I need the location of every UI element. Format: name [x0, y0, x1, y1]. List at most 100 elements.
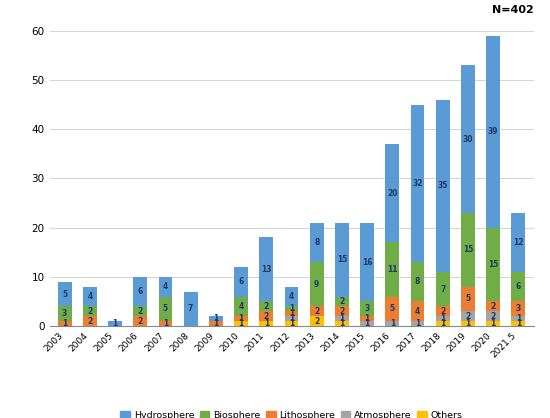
- Text: 2: 2: [87, 307, 92, 316]
- Text: 15: 15: [463, 245, 473, 254]
- Text: 20: 20: [387, 189, 398, 198]
- Text: 7: 7: [188, 304, 194, 314]
- Text: 1: 1: [289, 304, 294, 314]
- Text: 1: 1: [516, 319, 521, 328]
- Bar: [133, 306, 147, 316]
- Bar: [486, 321, 500, 326]
- Bar: [411, 321, 425, 326]
- Bar: [310, 316, 323, 326]
- Text: 2: 2: [339, 307, 344, 316]
- Text: 1: 1: [239, 319, 244, 328]
- Text: 7: 7: [440, 285, 446, 293]
- Bar: [512, 321, 525, 326]
- Text: 2: 2: [263, 302, 269, 311]
- Text: 2: 2: [314, 307, 320, 316]
- Text: 1: 1: [516, 314, 521, 323]
- Text: 3: 3: [516, 304, 521, 314]
- Bar: [284, 311, 299, 316]
- Text: 4: 4: [415, 307, 420, 316]
- Text: 1: 1: [440, 314, 446, 323]
- Text: 1: 1: [163, 319, 168, 328]
- Text: 5: 5: [390, 304, 395, 314]
- Bar: [436, 306, 450, 316]
- Bar: [260, 321, 273, 326]
- Text: 6: 6: [516, 282, 521, 291]
- Bar: [386, 296, 399, 321]
- Text: 35: 35: [438, 181, 448, 190]
- Bar: [386, 144, 399, 242]
- Text: 30: 30: [463, 135, 473, 143]
- Text: 1: 1: [339, 314, 344, 323]
- Bar: [58, 306, 72, 321]
- Bar: [335, 321, 349, 326]
- Bar: [436, 272, 450, 306]
- Text: 5: 5: [62, 290, 67, 298]
- Bar: [284, 306, 299, 311]
- Bar: [58, 282, 72, 306]
- Text: 8: 8: [415, 277, 420, 286]
- Bar: [133, 316, 147, 326]
- Bar: [512, 316, 525, 321]
- Text: 6: 6: [138, 287, 143, 296]
- Text: 2: 2: [138, 316, 143, 326]
- Text: 1: 1: [465, 319, 471, 328]
- Bar: [512, 272, 525, 301]
- Bar: [83, 306, 97, 316]
- Text: 2: 2: [314, 316, 320, 326]
- Text: 1: 1: [415, 319, 420, 328]
- Text: 1: 1: [62, 319, 67, 328]
- Bar: [260, 301, 273, 311]
- Bar: [158, 277, 172, 296]
- Text: 1: 1: [263, 319, 269, 328]
- Bar: [260, 311, 273, 321]
- Bar: [360, 223, 374, 301]
- Text: 15: 15: [337, 255, 347, 264]
- Text: 32: 32: [412, 179, 423, 188]
- Text: 4: 4: [239, 302, 244, 311]
- Text: 9: 9: [314, 280, 320, 289]
- Bar: [411, 262, 425, 301]
- Text: 1: 1: [365, 314, 370, 323]
- Bar: [260, 237, 273, 301]
- Bar: [386, 321, 399, 326]
- Text: 2: 2: [339, 297, 344, 306]
- Text: 1: 1: [112, 319, 118, 328]
- Text: 3: 3: [365, 304, 370, 314]
- Text: 2: 2: [491, 302, 496, 311]
- Bar: [386, 242, 399, 296]
- Text: 5: 5: [163, 304, 168, 314]
- Bar: [335, 306, 349, 316]
- Text: 2: 2: [491, 312, 496, 321]
- Text: 1: 1: [491, 319, 496, 328]
- Bar: [486, 36, 500, 228]
- Text: N=402: N=402: [492, 5, 534, 15]
- Bar: [461, 311, 475, 321]
- Bar: [234, 321, 248, 326]
- Text: 1: 1: [440, 319, 446, 328]
- Text: 8: 8: [314, 238, 320, 247]
- Bar: [284, 321, 299, 326]
- Bar: [310, 223, 323, 262]
- Text: 11: 11: [387, 265, 398, 274]
- Bar: [310, 306, 323, 316]
- Text: 3: 3: [62, 309, 67, 318]
- Text: 4: 4: [87, 292, 92, 301]
- Text: 1: 1: [289, 314, 294, 323]
- Bar: [360, 316, 374, 321]
- Bar: [234, 316, 248, 321]
- Text: 2: 2: [440, 307, 446, 316]
- Bar: [486, 228, 500, 301]
- Text: 6: 6: [239, 277, 244, 286]
- Text: 15: 15: [488, 260, 498, 269]
- Text: 5: 5: [465, 294, 470, 303]
- Text: 4: 4: [163, 282, 168, 291]
- Bar: [310, 262, 323, 306]
- Bar: [209, 321, 223, 326]
- Bar: [133, 277, 147, 306]
- Bar: [411, 104, 425, 262]
- Bar: [486, 301, 500, 311]
- Bar: [461, 213, 475, 287]
- Bar: [284, 316, 299, 321]
- Bar: [512, 301, 525, 316]
- Bar: [461, 287, 475, 311]
